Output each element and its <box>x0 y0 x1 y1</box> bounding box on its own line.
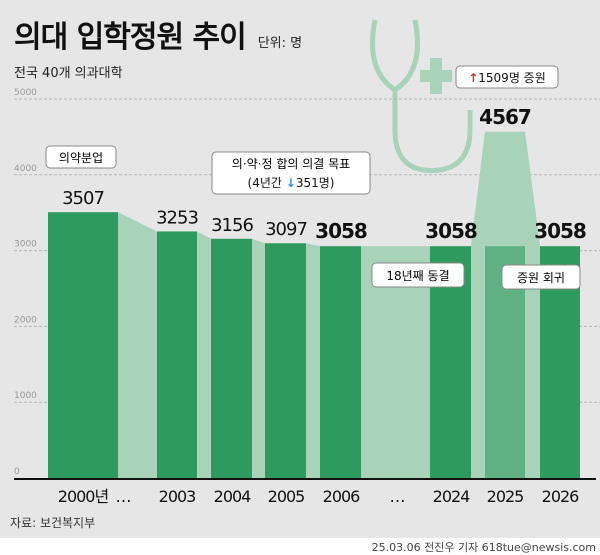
value-label: 3156 <box>211 215 253 236</box>
value-label: 3507 <box>62 188 104 209</box>
annotation-box <box>211 151 371 195</box>
subtitle: 전국 40개 의과대학 <box>14 66 123 81</box>
value-label: 3058 <box>534 219 586 243</box>
unit-label: 단위: 명 <box>257 36 303 51</box>
infographic: 0 1000 2000 3000 4000 5000 3507 3253 3156 3097 305… <box>0 0 600 538</box>
y-tick-label: 4000 <box>14 164 37 174</box>
value-label: 3253 <box>156 207 198 228</box>
bar-2004 <box>211 238 252 478</box>
connector-area <box>197 231 211 478</box>
value-label: 3058 <box>425 219 477 243</box>
title-row: 의대 입학정원 추이 단위: 명 <box>14 12 302 56</box>
x-tick-label: 2006 <box>323 487 361 506</box>
connector-area <box>252 238 265 478</box>
source: 자료: 보건복지부 <box>10 516 96 530</box>
bar-2005 <box>265 243 306 478</box>
x-tick-label: … <box>390 487 405 506</box>
bar-2003 <box>157 231 197 478</box>
x-tick-label: 2005 <box>268 487 305 506</box>
annotation-box <box>501 264 581 290</box>
bar-chart: 0 1000 2000 3000 4000 5000 3507 3253 3156 3097 305… <box>14 19 600 506</box>
bar-2000년 <box>48 212 118 478</box>
annotation-box <box>45 145 117 169</box>
connector-area <box>306 243 320 478</box>
y-tick-label: 5000 <box>14 88 37 98</box>
annotation-box <box>455 65 559 89</box>
x-tick-label: 2025 <box>487 487 524 506</box>
annotation-2003-line2: (4년간 ↓351명) <box>248 176 335 190</box>
y-tick-label: 0 <box>14 467 20 477</box>
value-label: 3058 <box>315 219 367 243</box>
value-label: 4567 <box>479 105 531 129</box>
x-tick-label: 2003 <box>159 487 196 506</box>
x-tick-label: … <box>116 487 131 506</box>
credit: 25.03.06 전진우 기자 618tue@newsis.com <box>371 541 596 554</box>
annotation-2000: 의약분업 <box>59 150 103 165</box>
annotation-2024: 18년째 동결 <box>386 269 449 283</box>
bar-2006 <box>320 246 361 478</box>
value-label: 3097 <box>265 219 307 240</box>
x-tick-label: 2004 <box>214 487 252 506</box>
x-tick-label: 2024 <box>433 487 471 506</box>
y-tick-label: 3000 <box>14 240 37 250</box>
annotation-2025: ↑1509명 증원 <box>468 71 546 85</box>
x-tick-label: 2000년 <box>58 487 109 506</box>
page-title: 의대 입학정원 추이 <box>14 20 247 55</box>
medical-cross-icon <box>420 58 452 94</box>
y-tick-label: 2000 <box>14 315 37 325</box>
stethoscope-icon <box>370 19 473 173</box>
y-tick-label: 1000 <box>14 391 37 401</box>
connector-area <box>361 246 430 478</box>
annotation-2026: 증원 회귀 <box>517 271 565 285</box>
connector-area <box>118 212 157 478</box>
x-tick-label: 2026 <box>542 487 580 506</box>
annotation-2003-line1: 의·약·정 합의 의결 목표 <box>232 156 350 171</box>
annotation-box <box>371 262 465 288</box>
